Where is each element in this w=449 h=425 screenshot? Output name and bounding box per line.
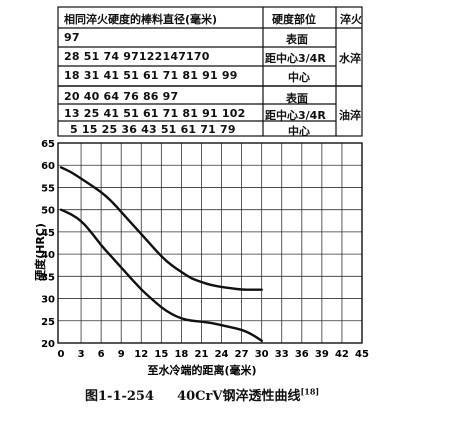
x-tick-label: 24 bbox=[215, 349, 229, 360]
y-axis-label: 硬度(HRC) bbox=[33, 223, 47, 281]
series-line-0 bbox=[59, 166, 263, 291]
chart-grid bbox=[58, 142, 363, 344]
y-tick-labels: 65 60 55 50 45 40 35 30 25 20 bbox=[41, 139, 55, 350]
y-tick-label: 20 bbox=[41, 339, 55, 350]
chart-frame bbox=[57, 142, 363, 344]
water-3-4r-values: 28 51 74 97122147170 bbox=[64, 50, 210, 63]
y-tick-label: 65 bbox=[41, 139, 55, 150]
x-tick-label: 30 bbox=[255, 349, 269, 360]
x-tick-label: 6 bbox=[98, 349, 105, 360]
series-lines bbox=[59, 166, 263, 342]
y-tick-label: 60 bbox=[41, 161, 55, 172]
y-tick-label: 35 bbox=[41, 272, 55, 283]
y-tick-label: 55 bbox=[41, 183, 55, 194]
x-tick-label: 33 bbox=[275, 349, 289, 360]
y-tick-label: 40 bbox=[41, 250, 55, 261]
x-tick-label: 39 bbox=[315, 349, 329, 360]
hardenability-table-grid bbox=[57, 6, 363, 137]
water-surface-position: 表面 bbox=[286, 33, 308, 46]
oil-quench-label: 油淬 bbox=[339, 109, 361, 122]
series-line-1 bbox=[59, 208, 263, 342]
figure-title: 40CrV钢淬透性曲线 bbox=[177, 389, 301, 404]
oil-center-position: 中心 bbox=[288, 125, 310, 138]
table-header-diameter: 相同淬火硬度的棒料直径(毫米) bbox=[64, 13, 218, 26]
x-tick-label: 3 bbox=[78, 349, 85, 360]
figure-number: 图1-1-254 bbox=[85, 389, 155, 404]
oil-surface-position: 表面 bbox=[286, 92, 308, 105]
x-tick-label: 42 bbox=[335, 349, 349, 360]
y-tick-label: 25 bbox=[41, 317, 55, 328]
y-tick-label: 30 bbox=[41, 295, 55, 306]
water-center-position: 中心 bbox=[288, 71, 310, 84]
x-tick-label: 27 bbox=[235, 349, 249, 360]
figure-caption: 图1-1-254 40CrV钢淬透性曲线[18] bbox=[85, 385, 319, 404]
x-tick-label: 45 bbox=[355, 349, 369, 360]
y-tick-label: 50 bbox=[41, 206, 55, 217]
y-tick-label: 45 bbox=[41, 228, 55, 239]
table-header-position: 硬度部位 bbox=[272, 13, 316, 26]
x-tick-label: 15 bbox=[154, 349, 168, 360]
x-tick-label: 36 bbox=[295, 349, 309, 360]
oil-3-4r-values: 13 25 41 51 61 71 81 91 102 bbox=[64, 107, 246, 120]
plot-border bbox=[57, 142, 363, 344]
water-center-values: 18 31 41 51 61 71 81 91 99 bbox=[64, 69, 238, 82]
x-tick-label: 12 bbox=[134, 349, 148, 360]
oil-center-values: 5 15 25 36 43 51 61 71 79 bbox=[70, 123, 236, 136]
x-tick-labels: 0 3 6 9 12 15 18 21 24 27 30 33 36 39 42 45 bbox=[58, 349, 369, 360]
x-tick-label: 9 bbox=[118, 349, 125, 360]
x-tick-label: 21 bbox=[195, 349, 209, 360]
x-tick-label: 0 bbox=[58, 349, 65, 360]
water-quench-label: 水淬 bbox=[339, 52, 361, 65]
figure-reference: [18] bbox=[300, 386, 320, 397]
oil-3-4r-position: 距中心3/4R bbox=[265, 109, 326, 122]
x-axis-label: 至水冷端的距离(毫米) bbox=[147, 363, 256, 377]
water-surface-values: 97 bbox=[64, 31, 80, 44]
table-header-quench: 淬火 bbox=[340, 13, 362, 26]
x-tick-label: 18 bbox=[174, 349, 188, 360]
oil-surface-values: 20 40 64 76 86 97 bbox=[64, 90, 179, 103]
water-3-4r-position: 距中心3/4R bbox=[265, 52, 326, 65]
